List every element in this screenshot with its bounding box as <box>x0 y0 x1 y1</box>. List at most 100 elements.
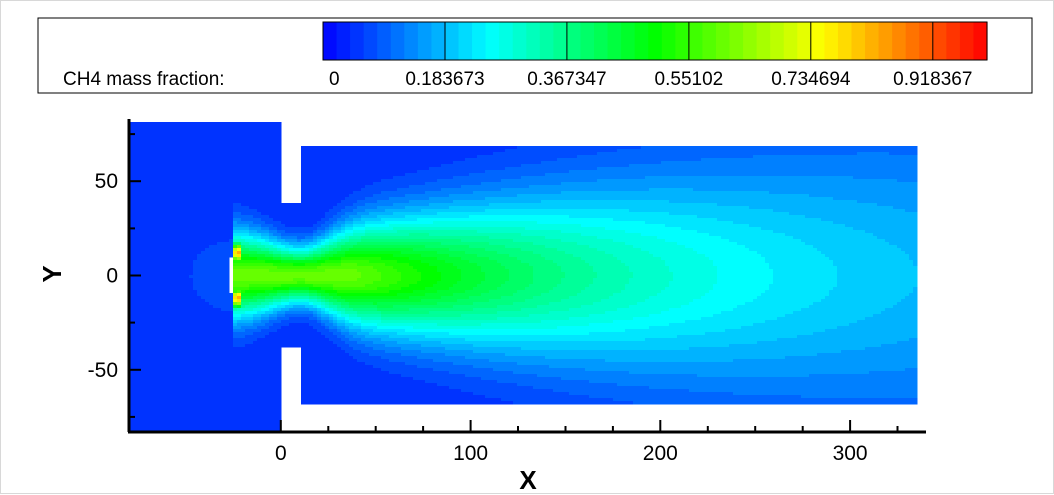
contour-cell <box>241 326 246 330</box>
contour-cell <box>269 173 274 177</box>
contour-cell <box>261 362 266 366</box>
contour-cell <box>169 410 174 414</box>
contour-cell <box>153 140 158 144</box>
contour-cell <box>213 140 218 144</box>
contour-cell <box>321 185 326 189</box>
contour-cell <box>317 188 322 192</box>
contour-cell <box>173 419 178 423</box>
contour-cell <box>137 350 142 354</box>
contour-cell <box>241 152 246 156</box>
contour-cell <box>321 299 326 303</box>
contour-cell <box>173 413 178 417</box>
contour-cell <box>281 332 286 336</box>
contour-cell <box>161 317 166 321</box>
contour-cell <box>161 230 166 234</box>
contour-cell <box>197 197 202 201</box>
legend-band <box>716 22 730 60</box>
contour-cell <box>173 128 178 132</box>
contour-cell <box>277 212 282 216</box>
contour-cell <box>137 224 142 228</box>
contour-cell <box>177 320 182 324</box>
contour-cell <box>265 206 270 210</box>
contour-cell <box>325 257 330 261</box>
contour-cell <box>157 416 162 420</box>
contour-cell <box>165 122 170 126</box>
contour-cell <box>189 305 194 309</box>
contour-cell <box>205 242 210 246</box>
contour-cell <box>333 350 338 354</box>
contour-cell <box>217 299 222 303</box>
contour-cell <box>273 299 278 303</box>
contour-cell <box>241 131 246 135</box>
contour-cell <box>309 383 314 387</box>
contour-cell <box>265 344 270 348</box>
contour-cell <box>133 356 138 360</box>
contour-cell <box>277 245 282 249</box>
contour-cell <box>293 251 298 255</box>
contour-cell <box>225 326 230 330</box>
contour-cell <box>225 152 230 156</box>
contour-cell <box>329 365 334 369</box>
contour-cell <box>217 293 222 297</box>
contour-cell <box>289 302 294 306</box>
contour-cell <box>321 278 326 282</box>
contour-cell <box>265 179 270 183</box>
contour-cell <box>261 269 266 273</box>
contour-cell <box>333 401 338 405</box>
contour-cell <box>217 170 222 174</box>
contour-cell <box>249 350 254 354</box>
contour-cell <box>237 137 242 141</box>
contour-cell <box>149 344 154 348</box>
contour-cell <box>169 254 174 258</box>
contour-cell <box>169 299 174 303</box>
contour-cell <box>225 341 230 345</box>
contour-cell <box>165 161 170 165</box>
contour-cell <box>233 326 238 330</box>
contour-cell <box>133 230 138 234</box>
contour-cell <box>245 200 250 204</box>
contour-cell <box>217 371 222 375</box>
contour-cell <box>181 182 186 186</box>
contour-cell <box>249 323 254 327</box>
contour-cell <box>269 272 274 276</box>
contour-cell <box>285 212 290 216</box>
contour-cell <box>213 173 218 177</box>
contour-cell <box>193 353 198 357</box>
contour-cell <box>277 269 282 273</box>
contour-cell <box>321 215 326 219</box>
contour-cell <box>141 179 146 183</box>
contour-cell <box>229 167 234 171</box>
contour-cell <box>273 248 278 252</box>
contour-cell <box>137 227 142 231</box>
contour-cell <box>197 395 202 399</box>
contour-cell <box>237 179 242 183</box>
contour-cell <box>245 221 250 225</box>
contour-cell <box>181 143 186 147</box>
contour-cell <box>245 320 250 324</box>
contour-cell <box>293 245 298 249</box>
contour-cell <box>149 320 154 324</box>
contour-cell <box>133 299 138 303</box>
contour-cell <box>273 251 278 255</box>
contour-cell <box>317 200 322 204</box>
contour-cell <box>209 356 214 360</box>
contour-cell <box>321 323 326 327</box>
contour-cell <box>197 242 202 246</box>
contour-cell <box>205 344 210 348</box>
contour-cell <box>245 368 250 372</box>
contour-cell <box>193 368 198 372</box>
contour-cell <box>289 218 294 222</box>
contour-cell <box>193 242 198 246</box>
contour-cell <box>301 290 306 294</box>
contour-cell <box>169 278 174 282</box>
contour-cell <box>213 245 218 249</box>
contour-cell <box>253 227 258 231</box>
contour-cell <box>221 353 226 357</box>
contour-cell <box>193 389 198 393</box>
contour-cell <box>265 296 270 300</box>
contour-cell <box>273 272 278 276</box>
contour-cell <box>197 380 202 384</box>
contour-cell <box>245 185 250 189</box>
contour-cell <box>301 221 306 225</box>
contour-cell <box>329 395 334 399</box>
